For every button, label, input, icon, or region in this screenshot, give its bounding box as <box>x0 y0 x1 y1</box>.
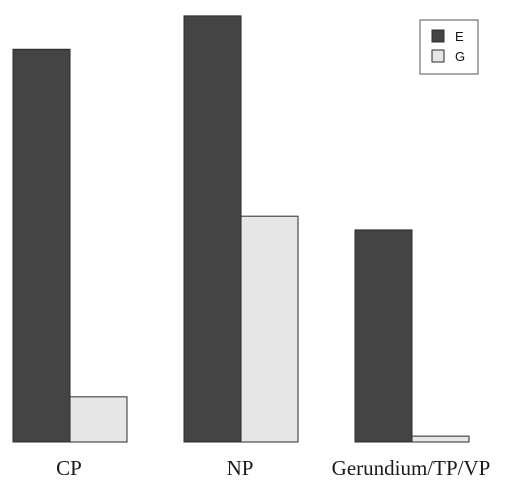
bar-np-g <box>240 215 299 443</box>
legend-label-g: G <box>455 49 465 64</box>
bar-cp-e <box>12 48 71 443</box>
category-label-np: NP <box>227 456 254 480</box>
legend-label-e: E <box>455 29 464 44</box>
legend-swatch-e <box>431 29 445 43</box>
bar-gerundium-tp-vp-g <box>411 435 470 443</box>
bar-np-e <box>183 15 242 443</box>
category-labels: CP NP Gerundium/TP/VP <box>56 456 490 480</box>
bar-cp-g <box>69 396 128 443</box>
bars-group <box>12 15 470 443</box>
category-label-cp: CP <box>56 456 82 480</box>
category-label-gerundium-tp-vp: Gerundium/TP/VP <box>332 456 491 480</box>
legend: E G <box>419 19 479 75</box>
legend-box <box>419 19 479 75</box>
legend-swatch-g <box>431 49 445 63</box>
bar-gerundium-tp-vp-e <box>354 229 413 443</box>
